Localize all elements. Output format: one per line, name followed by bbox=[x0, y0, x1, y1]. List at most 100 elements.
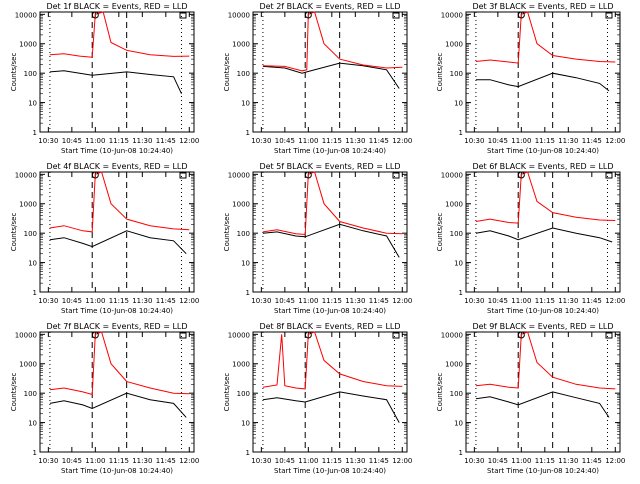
y-tick-label: 10 bbox=[454, 260, 463, 268]
y-tick-label: 10000 bbox=[228, 11, 250, 19]
x-tick-label: 11:15 bbox=[322, 457, 342, 465]
x-axis-label: Start Time (10-Jun-08 10:24:40) bbox=[487, 467, 599, 475]
series-events bbox=[49, 230, 187, 255]
x-tick-label: 12:00 bbox=[392, 297, 412, 305]
series-events bbox=[262, 391, 400, 423]
y-tick-label: 1000 bbox=[232, 361, 250, 369]
y-tick-label: 10 bbox=[454, 420, 463, 428]
x-axis-label: Start Time (10-Jun-08 10:24:40) bbox=[487, 307, 599, 315]
x-tick-label: 11:45 bbox=[369, 137, 389, 145]
y-axis-label: Counts/sec bbox=[436, 53, 444, 92]
series-lld bbox=[262, 171, 403, 236]
x-tick-label: 10:45 bbox=[488, 457, 508, 465]
square-marker bbox=[179, 12, 187, 19]
circle-marker bbox=[91, 171, 99, 179]
plot-title: Det 2f BLACK = Events, RED = LLD bbox=[259, 2, 400, 11]
circle-marker bbox=[304, 171, 312, 179]
series-lld bbox=[49, 11, 190, 58]
square-marker bbox=[605, 12, 613, 19]
series-lld bbox=[475, 331, 616, 390]
y-tick-label: 1 bbox=[246, 129, 250, 137]
panel-det-4: Det 4f BLACK = Events, RED = LLD 1 10 100 10… bbox=[10, 162, 199, 315]
y-tick-label: 1000 bbox=[232, 41, 250, 49]
y-tick-label: 1 bbox=[33, 449, 37, 457]
plot-frame bbox=[465, 11, 621, 133]
x-tick-label: 11:00 bbox=[511, 137, 531, 145]
y-tick-label: 100 bbox=[237, 230, 250, 238]
panel-det-9: Det 9f BLACK = Events, RED = LLD 1 10 100 10… bbox=[436, 322, 625, 475]
x-axis-label: Start Time (10-Jun-08 10:24:40) bbox=[274, 147, 386, 155]
x-tick-label: 11:30 bbox=[558, 137, 578, 145]
y-tick-label: 1000 bbox=[445, 201, 463, 209]
y-tick-label: 10 bbox=[28, 100, 37, 108]
panel-det-3: Det 3f BLACK = Events, RED = LLD 1 10 100 10… bbox=[436, 2, 625, 155]
x-tick-label: 11:00 bbox=[511, 297, 531, 305]
x-tick-label: 10:30 bbox=[38, 457, 58, 465]
y-tick-label: 10000 bbox=[441, 331, 463, 339]
x-tick-label: 11:15 bbox=[322, 297, 342, 305]
x-tick-label: 10:30 bbox=[464, 137, 484, 145]
x-tick-label: 11:30 bbox=[558, 457, 578, 465]
x-tick-label: 10:45 bbox=[62, 457, 82, 465]
x-tick-label: 10:45 bbox=[275, 137, 295, 145]
x-tick-label: 11:30 bbox=[132, 297, 152, 305]
y-tick-label: 1000 bbox=[19, 201, 37, 209]
x-tick-label: 10:45 bbox=[488, 297, 508, 305]
x-tick-label: 11:15 bbox=[535, 137, 555, 145]
plot-frame bbox=[39, 171, 195, 293]
x-tick-label: 11:30 bbox=[345, 457, 365, 465]
series-events bbox=[49, 70, 182, 94]
y-tick-label: 10000 bbox=[441, 171, 463, 179]
circle-marker bbox=[304, 331, 312, 339]
x-tick-label: 11:15 bbox=[109, 297, 129, 305]
y-tick-label: 1 bbox=[33, 129, 37, 137]
y-axis-label: Counts/sec bbox=[436, 373, 444, 412]
panel-det-1: Det 1f BLACK = Events, RED = LLD 1 10 100 10… bbox=[10, 2, 199, 155]
y-tick-label: 1 bbox=[459, 289, 463, 297]
x-tick-label: 11:45 bbox=[369, 297, 389, 305]
y-tick-label: 1000 bbox=[19, 41, 37, 49]
y-tick-label: 1000 bbox=[445, 41, 463, 49]
y-tick-label: 1000 bbox=[19, 361, 37, 369]
circle-marker bbox=[91, 11, 99, 19]
y-tick-label: 100 bbox=[24, 390, 37, 398]
x-tick-label: 11:15 bbox=[535, 297, 555, 305]
x-tick-label: 12:00 bbox=[179, 457, 199, 465]
y-tick-label: 10000 bbox=[15, 11, 37, 19]
circle-marker bbox=[517, 331, 525, 339]
plot-frame bbox=[39, 11, 195, 133]
x-tick-label: 11:00 bbox=[85, 457, 105, 465]
x-tick-label: 11:00 bbox=[85, 137, 105, 145]
y-tick-label: 10 bbox=[241, 420, 250, 428]
x-tick-label: 11:15 bbox=[109, 457, 129, 465]
x-tick-label: 10:30 bbox=[38, 137, 58, 145]
x-tick-label: 11:30 bbox=[345, 297, 365, 305]
y-tick-label: 1 bbox=[459, 449, 463, 457]
panel-det-8: Det 8f BLACK = Events, RED = LLD 1 10 100 10… bbox=[223, 322, 412, 475]
plot-frame bbox=[465, 171, 621, 293]
y-axis-label: Counts/sec bbox=[10, 53, 18, 92]
x-tick-label: 10:30 bbox=[464, 297, 484, 305]
circle-marker bbox=[304, 11, 312, 19]
x-tick-label: 10:45 bbox=[488, 137, 508, 145]
y-axis-label: Counts/sec bbox=[223, 213, 231, 252]
x-tick-label: 10:30 bbox=[251, 297, 271, 305]
y-tick-label: 100 bbox=[450, 230, 463, 238]
square-marker bbox=[392, 12, 400, 19]
y-axis-label: Counts/sec bbox=[10, 373, 18, 412]
y-tick-label: 100 bbox=[237, 390, 250, 398]
y-tick-label: 100 bbox=[24, 70, 37, 78]
plot-title: Det 9f BLACK = Events, RED = LLD bbox=[472, 322, 613, 331]
x-tick-label: 10:45 bbox=[62, 137, 82, 145]
x-tick-label: 11:30 bbox=[132, 137, 152, 145]
panel-det-2: Det 2f BLACK = Events, RED = LLD 1 10 100 10… bbox=[223, 2, 412, 155]
square-marker bbox=[179, 172, 187, 179]
y-tick-label: 10 bbox=[28, 260, 37, 268]
y-tick-label: 1 bbox=[33, 289, 37, 297]
plot-frame bbox=[252, 11, 408, 133]
y-tick-label: 1000 bbox=[232, 201, 250, 209]
x-tick-label: 10:45 bbox=[62, 297, 82, 305]
x-tick-label: 12:00 bbox=[392, 457, 412, 465]
